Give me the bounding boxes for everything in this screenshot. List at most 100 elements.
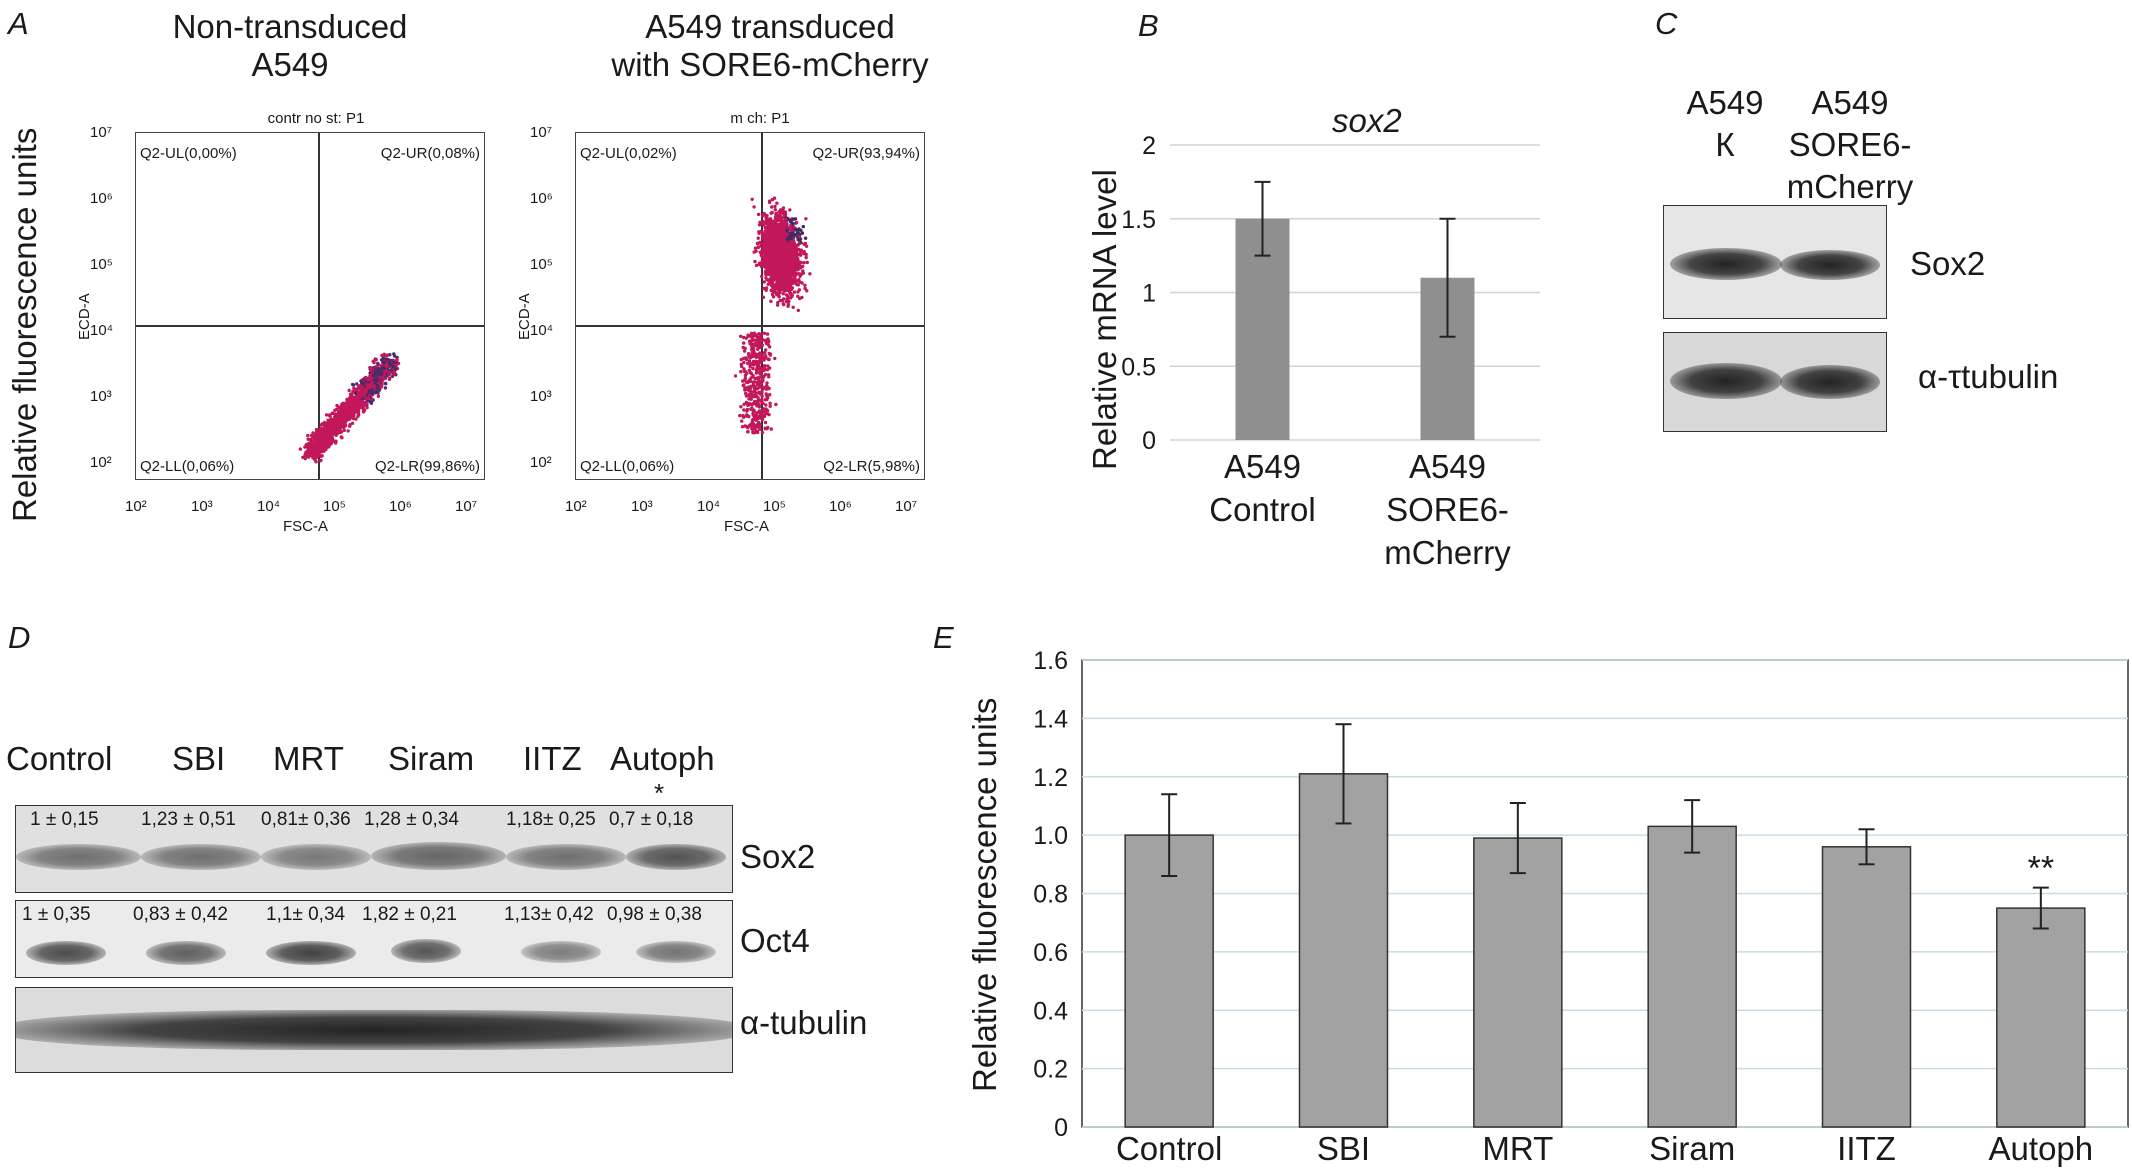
event-dot: [328, 437, 332, 441]
event-dot: [355, 401, 359, 405]
event-dot: [380, 353, 384, 358]
event-dot: [742, 335, 746, 340]
event-dot: [304, 443, 308, 447]
event-dot: [376, 384, 380, 389]
bar: [1647, 825, 1737, 1128]
event-dot: [765, 381, 769, 385]
event-dot: [381, 356, 385, 360]
event-dot: [361, 390, 366, 394]
event-dot: [345, 416, 350, 420]
event-dot: [356, 414, 360, 418]
significance-mark: **: [2028, 850, 2054, 888]
event-dot: [742, 383, 746, 387]
panel-a-right-title: A549 transduced with SORE6-mCherry: [580, 8, 960, 84]
event-dot: [366, 378, 370, 382]
event-dot: [356, 387, 360, 391]
category-label: SBI: [1317, 1130, 1370, 1167]
event-dot: [319, 454, 323, 458]
event-dot: [336, 423, 341, 427]
bar: [1821, 846, 1912, 1128]
left-q-ll: Q2-LL(0,06%): [140, 458, 235, 475]
event-dot: [347, 388, 351, 393]
event-dot: [392, 354, 397, 358]
event-dot: [324, 413, 329, 417]
event-dot: [367, 396, 371, 400]
event-dot: [394, 363, 398, 367]
event-dot: [347, 407, 351, 411]
event-dot: [374, 358, 378, 362]
x-tick-label: 10⁶: [389, 498, 412, 515]
event-dot: [338, 410, 342, 415]
y-tick-label: 1.2: [1033, 764, 1068, 792]
event-dot: [311, 455, 315, 460]
event-dot: [301, 455, 305, 459]
left-dot-cloud: [298, 352, 401, 464]
bar: [1996, 907, 2086, 1128]
event-dot: [313, 434, 317, 438]
left-title-line2: A549: [251, 46, 329, 83]
left-vgate: [318, 133, 320, 479]
right-vgate: [761, 133, 763, 479]
event-dot: [348, 402, 352, 406]
event-dot: [376, 366, 381, 371]
event-dot: [323, 429, 328, 433]
event-dot: [334, 440, 338, 444]
event-dot: [308, 444, 313, 449]
event-dot: [334, 413, 338, 418]
panel-a-letter: A: [8, 6, 29, 41]
left-q-ul: Q2-UL(0,00%): [140, 145, 237, 162]
event-dot: [359, 379, 363, 383]
event-dot: [804, 255, 808, 260]
event-dot: [320, 422, 324, 426]
event-dot: [358, 405, 362, 410]
y-tick-label: 0: [1054, 1114, 1068, 1142]
event-dot: [389, 363, 394, 367]
event-dot: [760, 274, 764, 279]
event-dot: [309, 447, 313, 452]
x-tick-label: 10²: [125, 498, 147, 515]
category-label: Siram: [1649, 1130, 1735, 1167]
event-dot: [327, 413, 332, 417]
event-dot: [313, 439, 317, 443]
event-dot: [368, 385, 372, 389]
event-dot: [342, 428, 346, 433]
event-dot: [306, 437, 310, 441]
event-dot: [349, 410, 353, 414]
event-dot: [373, 391, 378, 395]
x-tick-label: 10⁵: [323, 498, 346, 515]
y-tick-label: 10⁶: [90, 190, 113, 207]
event-dot: [329, 425, 333, 429]
event-dot: [343, 407, 347, 411]
event-dot: [383, 381, 388, 386]
event-dot: [367, 389, 372, 394]
event-dot: [762, 331, 767, 335]
y-tick-label: 10⁵: [90, 256, 113, 273]
y-tick-label: 0.6: [1033, 939, 1068, 967]
event-dot: [318, 459, 322, 463]
event-dot: [351, 383, 356, 387]
event-dot: [318, 443, 323, 447]
event-dot: [769, 427, 773, 431]
event-dot: [363, 394, 367, 399]
bar: [1124, 834, 1214, 1128]
event-dot: [365, 382, 369, 386]
event-dot: [364, 375, 368, 380]
event-dot: [393, 367, 398, 371]
bar: [1298, 773, 1389, 1128]
event-dot: [342, 420, 346, 424]
event-dot: [339, 435, 343, 439]
event-dot: [753, 246, 758, 250]
event-dot: [336, 414, 340, 418]
event-dot: [331, 411, 335, 415]
event-dot: [312, 442, 316, 446]
event-dot: [388, 376, 392, 380]
event-dot: [309, 433, 314, 438]
event-dot: [363, 400, 367, 405]
event-dot: [308, 441, 312, 445]
event-dot: [386, 353, 390, 357]
event-dot: [311, 431, 315, 435]
y-tick-label: 0.2: [1033, 1056, 1068, 1084]
event-dot: [773, 208, 777, 212]
left-title-line1: Non-transduced: [172, 8, 408, 45]
